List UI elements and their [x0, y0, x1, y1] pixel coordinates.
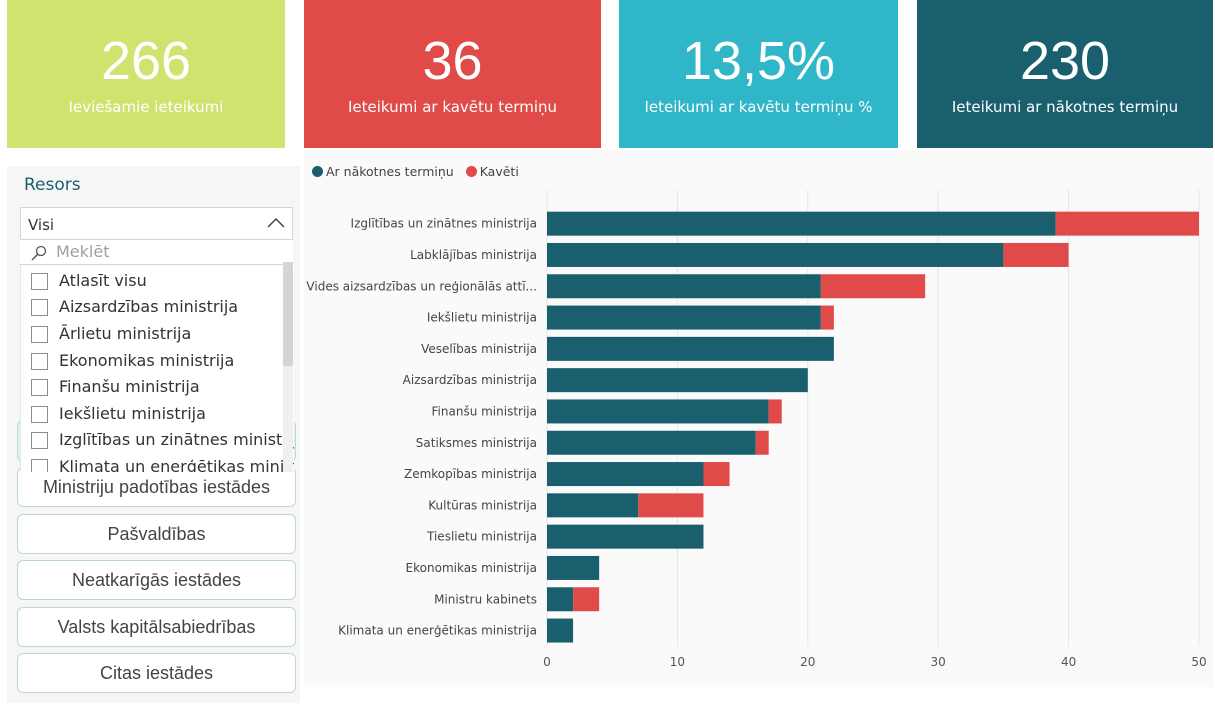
button-state-companies[interactable]: Valsts kapitālsabiedrības — [17, 607, 296, 647]
stacked-bar-chart: 0 10 20 30 40 50 Izglītības un zinātnes minist… — [306, 190, 1207, 669]
bar-future[interactable] — [547, 462, 704, 487]
button-independent-institutions[interactable]: Neatkarīgās iestādes — [17, 560, 296, 600]
checkbox[interactable] — [31, 273, 48, 290]
checkbox[interactable] — [31, 353, 48, 370]
slicer-item-label: Iekšlietu ministrija — [59, 404, 206, 423]
category-label: Aizsardzības ministrija — [403, 373, 537, 387]
bar-overdue[interactable] — [820, 305, 834, 330]
search-icon — [31, 245, 47, 261]
bar-future[interactable] — [547, 336, 834, 361]
x-tick-label: 10 — [670, 655, 685, 669]
x-tick-label: 50 — [1191, 655, 1206, 669]
chevron-up-icon[interactable] — [266, 214, 286, 234]
legend-dot-icon — [312, 166, 323, 177]
bar-future[interactable] — [547, 618, 574, 643]
bar-future[interactable] — [547, 211, 1056, 236]
checkbox[interactable] — [31, 459, 48, 472]
bar-future[interactable] — [547, 305, 821, 330]
slicer-item-label: Aizsardzības ministrija — [59, 297, 239, 316]
legend-entry-future[interactable]: Ar nākotnes termiņu — [312, 164, 454, 179]
dropdown-selected-value: Visi — [28, 216, 55, 234]
slicer-item-label: Ekonomikas ministrija — [59, 351, 235, 370]
category-label: Labklājības ministrija — [410, 248, 537, 262]
button-ministry-subordinate[interactable]: Ministriju padotības iestādes — [17, 467, 296, 507]
x-tick-label: 30 — [931, 655, 946, 669]
bar-future[interactable] — [547, 430, 756, 455]
bar-future[interactable] — [547, 524, 704, 549]
category-label: Ministru kabinets — [434, 592, 537, 606]
kpi-label: Ieviešamie ieteikumi — [68, 98, 224, 116]
resors-dropdown[interactable]: Visi — [20, 207, 293, 240]
kpi-label: Ieteikumi ar nākotnes termiņu — [951, 98, 1179, 116]
slicer-list: Atlasīt visu Aizsardzības ministrija Ārl… — [20, 265, 294, 472]
x-tick-label: 0 — [543, 655, 551, 669]
category-label: Satiksmes ministrija — [416, 436, 537, 450]
kpi-card-overdue: 36 Ieteikumi ar kavētu termiņu — [304, 0, 601, 148]
category-label: Finanšu ministrija — [432, 404, 537, 418]
kpi-label: Ieteikumi ar kavētu termiņu — [347, 98, 558, 116]
kpi-card-overdue-percent: 13,5% Ieteikumi ar kavētu termiņu % — [619, 0, 898, 148]
category-label: Klimata un enerģētikas ministrija — [338, 624, 537, 638]
slicer-item-label: Finanšu ministrija — [59, 377, 200, 396]
checkbox[interactable] — [31, 432, 48, 449]
legend-entry-overdue[interactable]: Kavēti — [465, 164, 519, 179]
kpi-label: Ieteikumi ar kavētu termiņu % — [644, 98, 873, 116]
checkbox[interactable] — [31, 299, 48, 316]
bar-overdue[interactable] — [820, 274, 926, 299]
bar-future[interactable] — [547, 242, 1004, 267]
bar-future[interactable] — [547, 368, 808, 393]
bar-overdue[interactable] — [1003, 242, 1069, 267]
category-label: Izglītības un zinātnes ministrija — [351, 217, 537, 231]
slicer-search[interactable]: Meklēt — [20, 240, 293, 265]
scrollbar-track[interactable] — [283, 262, 293, 472]
slicer-item-label: Atlasīt visu — [59, 271, 147, 290]
slicer-item-label: Izglītības un zinātnes ministrija — [59, 430, 294, 449]
legend-label: Kavēti — [479, 164, 519, 179]
x-tick-label: 40 — [1061, 655, 1076, 669]
slicer-title: Resors — [24, 175, 81, 195]
category-label: Tieslietu ministrija — [426, 530, 537, 544]
category-label: Kultūras ministrija — [428, 498, 537, 512]
chart-legend: Ar nākotnes termiņu Kavēti — [312, 164, 527, 179]
checkbox[interactable] — [31, 326, 48, 343]
kpi-card-implemented: 266 Ieviešamie ieteikumi — [7, 0, 285, 148]
bar-overdue[interactable] — [703, 462, 730, 487]
button-other-institutions[interactable]: Citas iestādes — [17, 653, 296, 693]
kpi-value: 13,5% — [681, 31, 836, 91]
slicer-item-label: Ārlietu ministrija — [59, 324, 192, 343]
legend-label: Ar nākotnes termiņu — [326, 164, 454, 179]
scrollbar-thumb[interactable] — [283, 262, 293, 366]
bar-future[interactable] — [547, 555, 600, 580]
category-label: Veselības ministrija — [421, 342, 537, 356]
bar-overdue[interactable] — [638, 493, 704, 518]
slicer-item-label: Klimata un enerģētikas minist... — [59, 457, 294, 472]
category-label: Iekšlietu ministrija — [427, 311, 537, 325]
category-label: Ekonomikas ministrija — [406, 561, 537, 575]
button-municipalities[interactable]: Pašvaldības — [17, 514, 296, 554]
category-label: Vides aizsardzības un reģionālās attī... — [306, 279, 537, 293]
search-placeholder: Meklēt — [56, 242, 110, 261]
bar-future[interactable] — [547, 493, 639, 518]
bar-future[interactable] — [547, 399, 769, 424]
bar-future[interactable] — [547, 587, 574, 612]
category-label: Zemkopības ministrija — [404, 467, 537, 481]
bar-overdue[interactable] — [1055, 211, 1199, 236]
checkbox[interactable] — [31, 379, 48, 396]
kpi-value: 230 — [1019, 31, 1111, 91]
legend-dot-icon — [465, 166, 477, 177]
x-tick-label: 20 — [800, 655, 815, 669]
kpi-value: 266 — [100, 31, 192, 91]
checkbox[interactable] — [31, 406, 48, 423]
bar-future[interactable] — [547, 274, 821, 299]
bar-overdue[interactable] — [768, 399, 782, 424]
kpi-card-future: 230 Ieteikumi ar nākotnes termiņu — [917, 0, 1213, 148]
kpi-value: 36 — [422, 31, 483, 91]
bar-overdue[interactable] — [755, 430, 769, 455]
bar-overdue[interactable] — [573, 587, 600, 612]
